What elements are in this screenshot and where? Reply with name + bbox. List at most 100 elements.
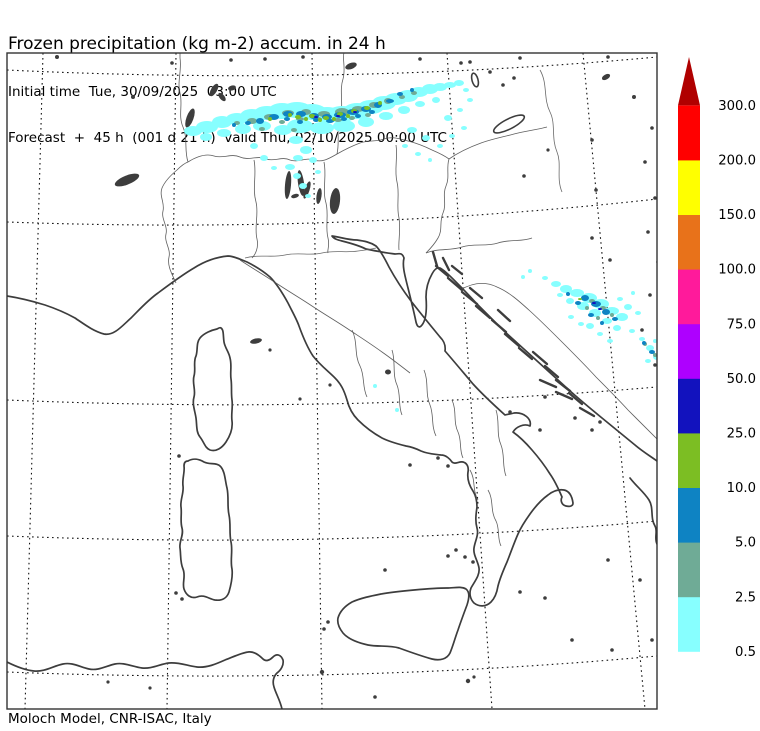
- precip-cell: [260, 155, 268, 161]
- precip-cell: [402, 144, 408, 148]
- precip-cell: [415, 152, 421, 156]
- po-river: [244, 247, 377, 259]
- precip-cell: [353, 111, 357, 113]
- colorbar-tick-label: 0.5: [735, 645, 756, 660]
- coastline-north-africa: [7, 651, 285, 709]
- precip-cell: [570, 289, 584, 297]
- precip-cell: [624, 304, 632, 310]
- precip-cell: [560, 285, 572, 293]
- precip-cell: [410, 88, 414, 92]
- precip-cell: [642, 341, 646, 345]
- precip-cell: [253, 121, 271, 131]
- precip-cell: [378, 101, 382, 105]
- colorbar-segment: [678, 105, 700, 161]
- coastline-sardinia: [179, 458, 234, 602]
- precip-cell: [639, 337, 645, 341]
- precip-cell: [437, 144, 443, 148]
- colorbar-segment: [678, 542, 700, 598]
- precip-cell: [661, 329, 665, 333]
- precip-cell: [521, 275, 525, 279]
- initial-time-line: Initial time Tue, 30/09/2025 03:00 UTC: [8, 83, 277, 100]
- colorbar-tick-label: 5.0: [735, 536, 756, 551]
- precip-cell: [315, 170, 321, 174]
- lake-neusiedl: [470, 72, 480, 88]
- precip-cell: [578, 322, 584, 326]
- precip-cell: [591, 301, 601, 307]
- lake-neuchatel: [185, 108, 195, 128]
- adriatic-islands: [431, 250, 596, 418]
- precip-cell: [309, 157, 317, 163]
- precip-cell: [300, 146, 312, 154]
- precip-cell: [566, 292, 570, 296]
- lake-lugano: [291, 193, 299, 199]
- colorbar-tick-label: 150.0: [718, 208, 756, 223]
- precip-cell: [279, 120, 285, 124]
- precip-cell: [245, 121, 251, 125]
- lake-balaton: [492, 114, 526, 134]
- precip-cell: [196, 121, 218, 133]
- precip-cell: [332, 117, 336, 121]
- precip-cell: [285, 164, 295, 170]
- precip-cell: [313, 118, 319, 122]
- precip-cell: [250, 143, 258, 149]
- precip-cell: [422, 135, 430, 141]
- header: Frozen precipitation (kg m-2) accum. in …: [8, 3, 447, 178]
- precip-cell: [399, 95, 405, 99]
- precip-cell: [318, 118, 322, 122]
- lake-lucerne: [228, 85, 236, 91]
- colorbar-segment: [678, 269, 700, 325]
- precip-cell: [602, 309, 610, 315]
- precip-cell: [386, 99, 394, 103]
- precip-cell: [588, 313, 594, 317]
- precip-cell: [542, 276, 548, 280]
- precip-cell: [598, 308, 602, 310]
- precip-cell: [467, 98, 473, 102]
- precip-cell: [346, 114, 350, 118]
- precip-cell: [607, 339, 613, 343]
- precip-cell: [557, 293, 563, 297]
- precip-cell: [217, 129, 231, 137]
- precip-cell: [457, 108, 463, 112]
- precip-cell: [365, 113, 371, 117]
- geography-layer: [7, 53, 657, 709]
- precip-cell: [645, 359, 651, 363]
- colorbar-tick-label: 50.0: [727, 372, 756, 387]
- precip-cell: [602, 318, 612, 324]
- precip-cell: [304, 117, 308, 121]
- precip-cell: [653, 353, 657, 357]
- precip-cell: [444, 115, 452, 121]
- page-title: Frozen precipitation (kg m-2) accum. in …: [8, 33, 386, 54]
- precip-cell: [415, 101, 425, 107]
- lake-trasimeno: [385, 369, 391, 375]
- precip-cell: [528, 269, 532, 273]
- colorbar-tick-label: 25.0: [727, 427, 756, 442]
- precip-cell: [428, 158, 432, 162]
- lakes: [114, 62, 611, 375]
- precip-cell: [232, 123, 236, 127]
- precip-cell: [358, 117, 374, 127]
- precip-cell: [373, 384, 377, 388]
- danube-river: [539, 69, 563, 193]
- precip-cell: [631, 291, 635, 295]
- precip-cell: [291, 128, 297, 132]
- precip-cell: [617, 297, 623, 301]
- precip-cell: [309, 114, 315, 118]
- precip-cell: [597, 332, 603, 336]
- precip-cell: [461, 126, 467, 130]
- map-frame: [6, 52, 658, 710]
- precip-cell: [600, 321, 604, 325]
- precip-cell: [256, 118, 264, 124]
- precip-cell: [411, 91, 417, 95]
- precip-cell: [341, 117, 347, 121]
- lake-geneva: [114, 173, 140, 187]
- precip-cell: [326, 119, 334, 123]
- precip-cell: [432, 97, 440, 103]
- precip-cell: [314, 116, 318, 118]
- colorbar-tick-label: 300.0: [718, 99, 756, 114]
- colorbar-segment: [678, 214, 700, 270]
- precip-cell: [305, 194, 311, 198]
- colorbar-tick-label: 200.0: [718, 154, 756, 169]
- coastline-mainland: [7, 235, 657, 607]
